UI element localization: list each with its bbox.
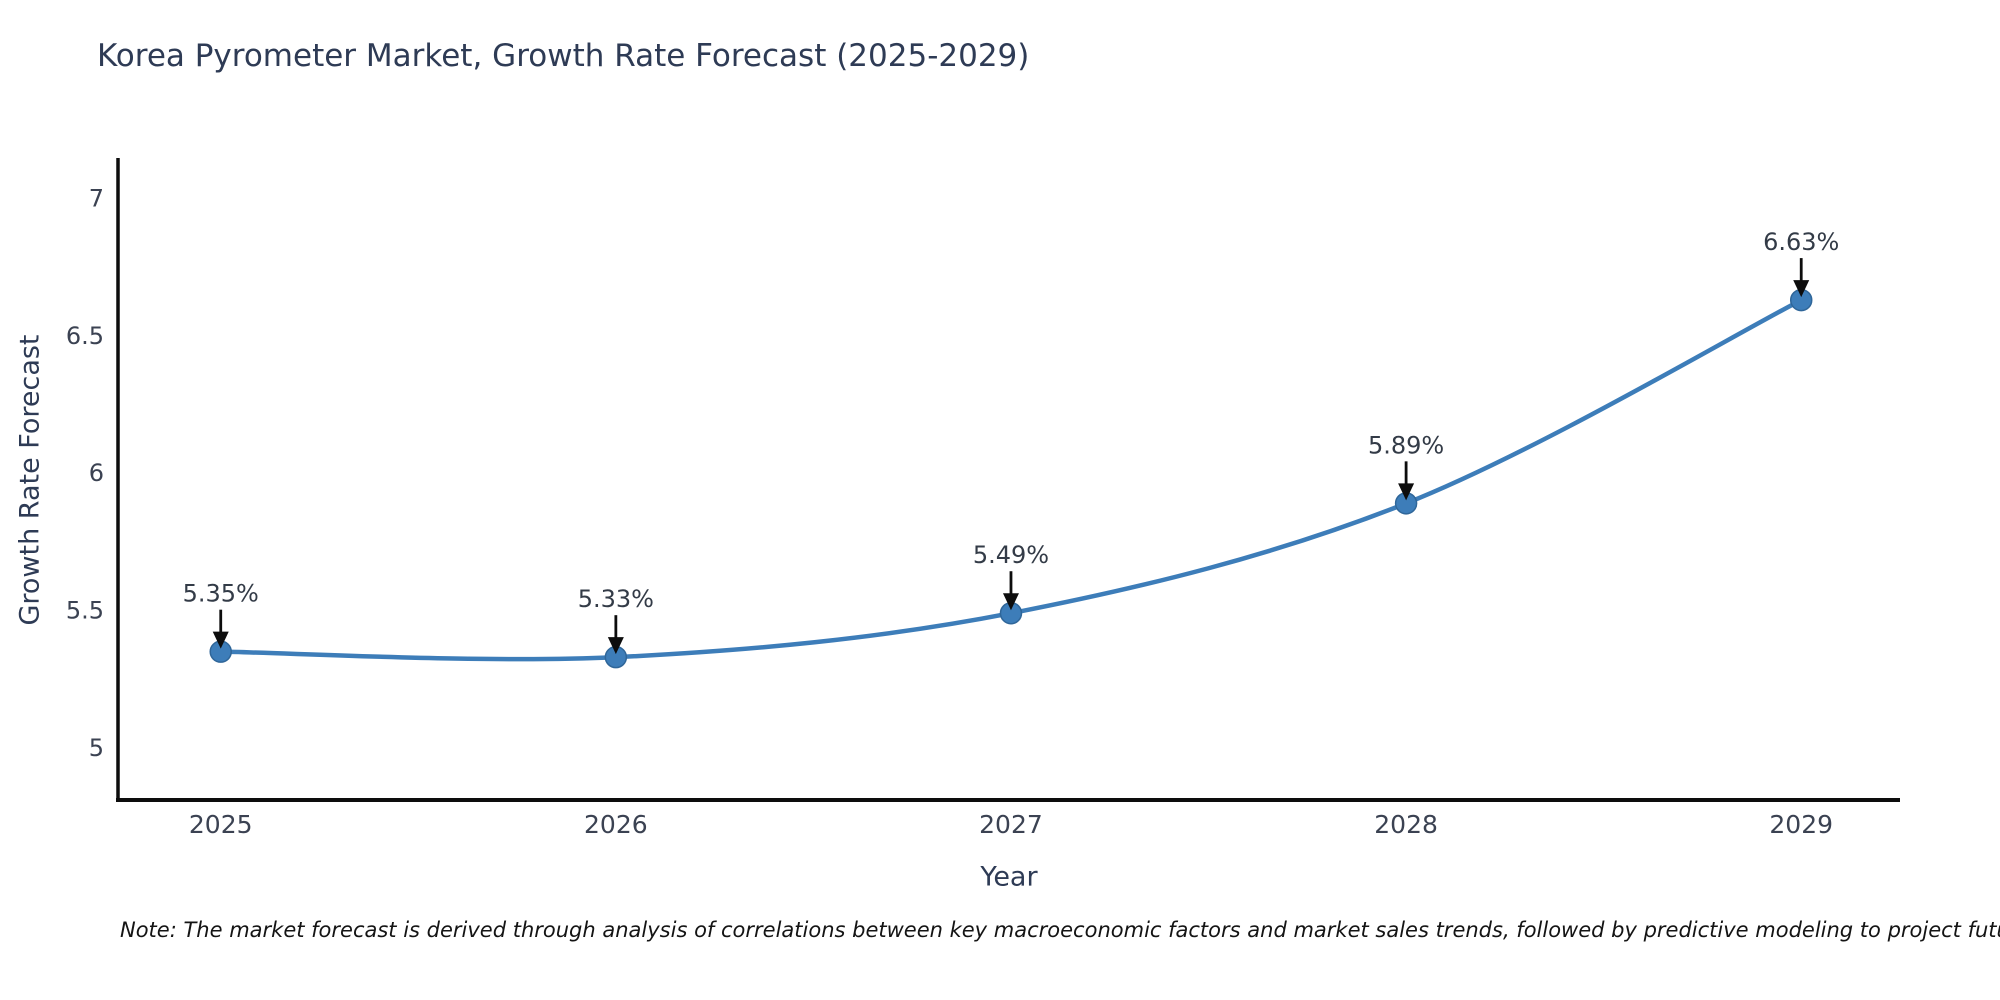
chart-footnote: Note: The market forecast is derived thr… bbox=[120, 918, 2000, 942]
x-tick-label: 2025 bbox=[189, 810, 253, 839]
x-tick-label: 2027 bbox=[979, 810, 1043, 839]
chart-title: Korea Pyrometer Market, Growth Rate Fore… bbox=[97, 38, 1030, 74]
y-tick-label: 7 bbox=[89, 184, 104, 212]
annotation-arrowhead bbox=[1002, 593, 1019, 611]
y-tick-label: 6.5 bbox=[66, 322, 104, 350]
x-tick-label: 2028 bbox=[1374, 810, 1438, 839]
y-tick-label: 5 bbox=[89, 734, 104, 762]
x-tick-label: 2029 bbox=[1769, 810, 1833, 839]
annotation-arrowhead bbox=[212, 631, 229, 649]
y-tick-label: 6 bbox=[89, 459, 104, 487]
y-tick-label: 5.5 bbox=[66, 596, 104, 624]
x-axis-title: Year bbox=[980, 861, 1038, 893]
annotation-label: 5.89% bbox=[1368, 431, 1444, 459]
annotation-label: 5.35% bbox=[183, 580, 259, 608]
annotation-label: 6.63% bbox=[1763, 228, 1839, 256]
annotation-label: 5.33% bbox=[578, 585, 654, 613]
annotation-arrowhead bbox=[1793, 280, 1810, 298]
x-tick-label: 2026 bbox=[584, 810, 648, 839]
annotation-label: 5.49% bbox=[973, 541, 1049, 569]
annotation-arrowhead bbox=[1398, 483, 1415, 501]
annotation-arrowhead bbox=[607, 637, 624, 655]
